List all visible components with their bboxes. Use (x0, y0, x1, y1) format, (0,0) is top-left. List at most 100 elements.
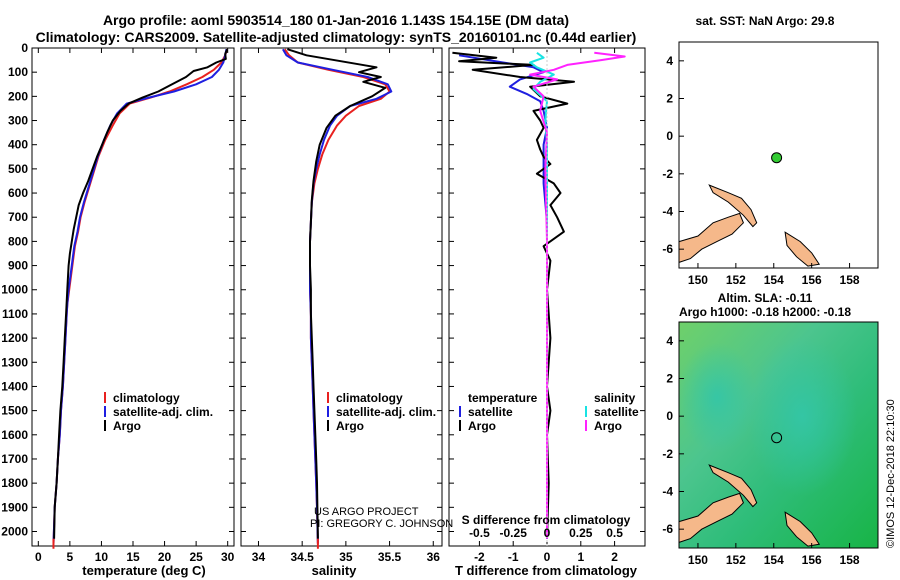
y-tick-label: 1800 (1, 476, 28, 490)
legend-label-climatology: climatology (336, 391, 403, 405)
imos-credit: ©IMOS 12-Dec-2018 22:10:30 (885, 399, 897, 548)
map-y-tick-label: 4 (666, 54, 673, 68)
sla-anomaly (747, 336, 858, 497)
y-tick-label: 1700 (1, 452, 28, 466)
map-x-tick-label: 158 (840, 553, 860, 567)
y-tick-label: 500 (8, 162, 28, 176)
legend-label-satellite: satellite-adj. clim. (336, 405, 436, 419)
x-tick-label: 20 (158, 550, 172, 564)
title-line-1: Argo profile: aoml 5903514_180 01-Jan-20… (102, 12, 570, 28)
y-tick-label: 200 (8, 89, 28, 103)
x-tick-label: 15 (126, 550, 140, 564)
y-tick-label: 100 (8, 65, 28, 79)
float-position-marker (771, 152, 783, 164)
x-tick-label: -1 (508, 550, 519, 564)
legend-label-satellite: satellite-adj. clim. (113, 405, 213, 419)
legend-label-argo: Argo (113, 419, 141, 433)
y-tick-label: 2000 (1, 524, 28, 538)
land-mass (784, 511, 821, 547)
y-tick-label: 1900 (1, 500, 28, 514)
legend-swatch-satellite (327, 406, 329, 417)
legend-swatch-satellite (104, 406, 106, 417)
map-y-tick-label: -4 (662, 205, 673, 219)
sst-map-title: sat. SST: NaN Argo: 29.8 (696, 14, 835, 28)
map-y-tick-label: 2 (666, 92, 673, 106)
legend-swatch-s-argo (585, 420, 587, 431)
float-position-marker (771, 432, 783, 444)
y-tick-label: 600 (8, 186, 28, 200)
map-panels: 150 152 154 156 158 4 2 0 -2 -4 -6 150 152 154 156 158 4… (662, 41, 879, 567)
y-tick-label: 1400 (1, 379, 28, 393)
map-frame (678, 321, 879, 549)
legend-heading-temperature: temperature (468, 391, 538, 405)
map-x-tick-label: 154 (764, 273, 784, 287)
map-y-tick-label: -6 (662, 242, 673, 256)
y-tick-label: 800 (8, 234, 28, 248)
map-y-tick-label: -2 (662, 167, 673, 181)
y-tick-label: 900 (8, 259, 28, 273)
land-mass (708, 464, 758, 508)
legend-swatch-climatology (104, 392, 106, 403)
legend-label-climatology: climatology (113, 391, 180, 405)
y-tick-label: 1600 (1, 428, 28, 442)
salinity-axis-label: salinity (312, 563, 358, 578)
credit-pi: PI: GREGORY C. JOHNSON (310, 518, 453, 530)
map-x-tick-label: 158 (840, 273, 860, 287)
x-tick-label: 34 (252, 550, 266, 564)
x-tick-label: 30 (221, 550, 235, 564)
title-line-2: Climatology: CARS2009. Satellite-adjuste… (35, 29, 637, 45)
map-x-tick-label: 150 (688, 273, 708, 287)
bottom-marker (316, 538, 319, 549)
x-tick-label: 25 (189, 550, 203, 564)
x-tick-label: 10 (95, 550, 109, 564)
temperature-axis-label: temperature (deg C) (82, 563, 206, 578)
y-tick-label: 400 (8, 138, 28, 152)
map-y-tick-label: 0 (666, 409, 673, 423)
land-mass (708, 184, 758, 228)
panel-frame (240, 47, 443, 547)
map-y-tick-label: 2 (666, 372, 673, 386)
top-x-tick-label: 0.25 (569, 526, 593, 540)
y-tick-label: 1500 (1, 404, 28, 418)
legend-swatch-argo (327, 420, 329, 431)
s-difference-axis-label: S difference from climatology (462, 513, 631, 527)
sla-anomaly (676, 342, 757, 453)
legend-heading-salinity: salinity (594, 391, 636, 405)
salinity-legend: climatology satellite-adj. clim. Argo (327, 391, 436, 433)
map-frame (678, 41, 879, 269)
y-tick-label: 1000 (1, 283, 28, 297)
y-tick-label: 1200 (1, 331, 28, 345)
y-tick-label: 0 (21, 41, 28, 55)
series-line-argo (53, 48, 229, 539)
panel-frame (31, 47, 235, 547)
map-y-tick-label: 0 (666, 129, 673, 143)
x-tick-label: -2 (474, 550, 485, 564)
map-x-tick-label: 152 (726, 553, 746, 567)
legend-label-t-satellite: satellite (468, 405, 513, 419)
top-x-tick-label: 0 (544, 526, 551, 540)
legend-swatch-climatology (327, 392, 329, 403)
difference-legend: temperature satellite Argo salinity sate… (459, 391, 639, 433)
x-tick-label: 35.5 (378, 550, 402, 564)
legend-label-s-argo: Argo (594, 419, 622, 433)
y-tick-label: 1300 (1, 355, 28, 369)
x-tick-label: 1 (577, 550, 584, 564)
y-tick-label: 300 (8, 114, 28, 128)
axis-labels: 0 5 10 15 20 25 30 34 34.5 35 35.5 36 -2 -1 0 1 20100200… (1, 41, 623, 564)
axis-ticks (32, 47, 645, 546)
map-x-tick-label: 154 (764, 553, 784, 567)
top-x-tick-label: 0.5 (606, 526, 623, 540)
legend-label-t-argo: Argo (468, 419, 496, 433)
top-x-tick-label: -0.25 (500, 526, 528, 540)
bottom-marker (52, 538, 55, 549)
x-tick-label: 0 (35, 550, 42, 564)
y-tick-label: 700 (8, 210, 28, 224)
legend-swatch-argo (104, 420, 106, 431)
legend-label-s-satellite: satellite (594, 405, 639, 419)
x-tick-label: 36 (427, 550, 441, 564)
map-y-tick-label: -2 (662, 447, 673, 461)
t-difference-axis-label: T difference from climatology (455, 563, 638, 578)
series-line-salinity-argo (529, 51, 626, 539)
map-y-tick-label: -6 (662, 522, 673, 536)
